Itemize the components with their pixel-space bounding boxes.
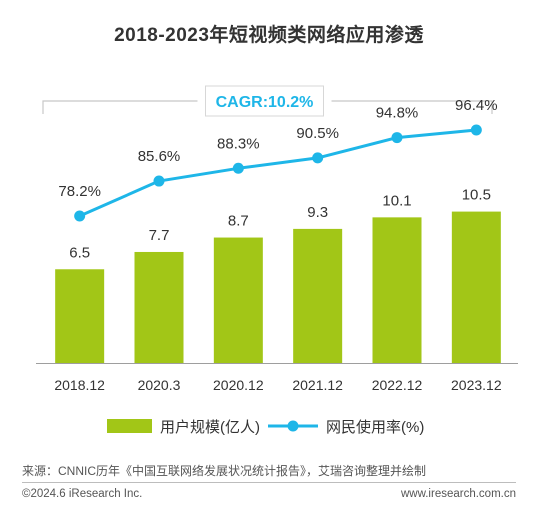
- footer-divider: [22, 482, 516, 483]
- bar-value-label: 9.3: [307, 204, 328, 221]
- legend-line-marker: [287, 420, 299, 432]
- bars-layer: [55, 211, 501, 363]
- line-value-label: 94.8%: [376, 105, 419, 122]
- x-tick-label: 2022.12: [372, 377, 423, 393]
- x-tick-label: 2021.12: [292, 377, 343, 393]
- bar-value-label: 10.1: [382, 192, 411, 209]
- x-tick-label: 2020.3: [138, 377, 181, 393]
- x-axis: 2018.12 2020.3 2020.12 2021.12 2022.12 2023.1…: [36, 363, 518, 393]
- usage-rate-point: [470, 124, 482, 136]
- bar-2018.12: [55, 269, 105, 363]
- bar-value-label: 6.5: [69, 244, 90, 261]
- line-value-label: 90.5%: [296, 125, 339, 142]
- bracket-left: [42, 100, 198, 114]
- line-value-label: 96.4%: [455, 97, 498, 114]
- x-tick-label: 2023.12: [451, 377, 502, 393]
- usage-rate-point: [391, 132, 403, 144]
- legend: 用户规模(亿人) 网民使用率(%): [107, 419, 424, 436]
- bar-value-label: 8.7: [228, 213, 249, 230]
- line-value-label: 78.2%: [58, 183, 101, 200]
- bar-value-label: 10.5: [462, 187, 491, 204]
- usage-rate-point: [312, 152, 324, 164]
- labels-layer: 6.5 7.7 8.7 9.3 10.1 10.5 78.2% 85.6% 88.3% 90.5%…: [58, 97, 497, 261]
- usage-rate-point: [74, 210, 86, 222]
- x-tick-label: 2020.12: [213, 377, 264, 393]
- website-text: www.iresearch.com.cn: [400, 488, 516, 500]
- bar-2020.12: [213, 237, 263, 363]
- line-layer: [74, 124, 482, 222]
- bracket-right: [331, 100, 493, 114]
- legend-bar-label: 用户规模(亿人): [160, 419, 260, 436]
- usage-rate-point: [153, 175, 165, 187]
- usage-rate-point: [232, 162, 244, 174]
- bar-2023.12: [451, 211, 501, 363]
- legend-bar-swatch: [107, 419, 152, 433]
- bar-value-label: 7.7: [149, 227, 170, 244]
- line-value-label: 85.6%: [138, 148, 181, 165]
- bar-2021.12: [293, 228, 343, 363]
- bar-2020.3: [134, 251, 184, 363]
- chart-title: 2018-2023年短视频类网络应用渗透: [114, 25, 424, 46]
- legend-line-label: 网民使用率(%): [326, 419, 424, 436]
- cagr-box: [205, 85, 324, 117]
- cagr-bracket: CAGR:10.2%: [42, 85, 493, 117]
- source-note: 来源：CNNIC历年《中国互联网络发展状况统计报告》，艾瑞咨询整理并绘制: [22, 464, 427, 478]
- x-tick-label: 2018.12: [54, 377, 105, 393]
- bar-2022.12: [372, 217, 422, 363]
- line-value-label: 88.3%: [217, 135, 260, 152]
- copyright-text: ©2024.6 iResearch Inc.: [22, 488, 143, 500]
- cagr-label: CAGR:10.2%: [216, 94, 314, 111]
- usage-rate-line: [79, 128, 477, 218]
